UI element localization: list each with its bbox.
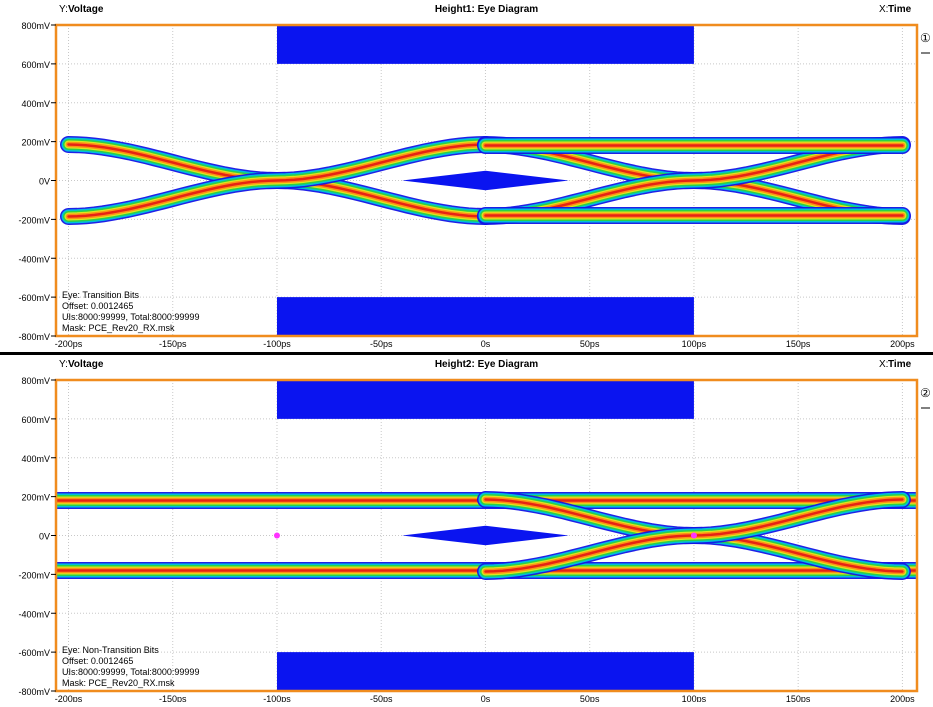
- mask-bottom: [276, 652, 694, 691]
- y-tick-label: 0V: [39, 177, 50, 187]
- info-line: Mask: PCE_Rev20_RX.msk: [62, 678, 175, 688]
- y-tick-label: -600mV: [18, 648, 50, 658]
- eye-trace-0: [67, 143, 487, 218]
- y-tick-label: 600mV: [21, 415, 50, 425]
- panel-separator: [0, 352, 933, 355]
- x-tick-label: -150ps: [159, 339, 187, 349]
- y-axis-prefix: Y:: [59, 4, 68, 15]
- x-tick-label: 50ps: [580, 339, 600, 349]
- y-tick-label: -400mV: [18, 254, 50, 264]
- x-axis-prefix: X:: [879, 359, 888, 370]
- x-tick-label: 50ps: [580, 694, 600, 702]
- x-tick-label: 150ps: [786, 694, 811, 702]
- mask-bottom: [276, 297, 694, 336]
- chart-title: Height1: Eye Diagram: [435, 4, 538, 15]
- x-tick-label: -150ps: [159, 694, 187, 702]
- y-axis-label: Voltage: [68, 359, 104, 370]
- y-tick-label: 800mV: [21, 376, 50, 386]
- x-tick-label: 100ps: [682, 694, 707, 702]
- x-axis-label: Time: [888, 4, 912, 15]
- eye-traces: [60, 136, 911, 225]
- info-line: Mask: PCE_Rev20_RX.msk: [62, 323, 175, 333]
- x-tick-label: 200ps: [890, 694, 915, 702]
- y-tick-label: 200mV: [21, 138, 50, 148]
- info-line: Offset: 0.0012465: [62, 656, 133, 666]
- marker-point: [690, 532, 697, 539]
- x-tick-label: 150ps: [786, 339, 811, 349]
- mask-top: [276, 25, 694, 64]
- info-line: Eye: Transition Bits: [62, 290, 140, 300]
- y-tick-label: -200mV: [18, 570, 50, 580]
- info-line: UIs:8000:99999, Total:8000:99999: [62, 667, 199, 677]
- y-tick-label: -400mV: [18, 609, 50, 619]
- mask-regions: [276, 380, 694, 691]
- x-tick-label: 100ps: [682, 339, 707, 349]
- marker-point: [273, 532, 280, 539]
- y-tick-label: 200mV: [21, 493, 50, 503]
- eye-panel-2: Y: Voltage Height2: Eye Diagram X: Time ② Eye:…: [18, 359, 931, 704]
- y-tick-label: 600mV: [21, 60, 50, 70]
- mask-regions: [276, 25, 694, 336]
- y-tick-label: 0V: [39, 532, 50, 542]
- y-tick-label: -600mV: [18, 293, 50, 303]
- chart-title: Height2: Eye Diagram: [435, 359, 538, 370]
- mask-top: [276, 380, 694, 419]
- y-tick-label: -800mV: [18, 332, 50, 342]
- x-tick-label: 0s: [481, 694, 491, 702]
- info-line: UIs:8000:99999, Total:8000:99999: [62, 312, 199, 322]
- x-tick-label: -200ps: [55, 339, 83, 349]
- channel-badge: ①: [920, 31, 931, 45]
- y-tick-label: -200mV: [18, 215, 50, 225]
- x-axis-label: Time: [888, 359, 912, 370]
- x-tick-label: -100ps: [263, 339, 291, 349]
- x-axis-prefix: X:: [879, 4, 888, 15]
- x-tick-label: 200ps: [890, 339, 915, 349]
- x-tick-label: -200ps: [55, 694, 83, 702]
- x-tick-label: 0s: [481, 339, 491, 349]
- y-tick-label: 400mV: [21, 454, 50, 464]
- eye-traces: [56, 491, 917, 580]
- mask-center-diamond: [402, 525, 569, 546]
- y-axis-label: Voltage: [68, 4, 104, 15]
- y-tick-label: 400mV: [21, 99, 50, 109]
- x-tick-label: -100ps: [263, 694, 291, 702]
- eye-panel-1: Y: Voltage Height1: Eye Diagram X: Time ① Eye:…: [18, 4, 930, 349]
- y-tick-label: -800mV: [18, 687, 50, 697]
- info-line: Offset: 0.0012465: [62, 301, 133, 311]
- info-line: Eye: Non-Transition Bits: [62, 645, 159, 655]
- y-axis-prefix: Y:: [59, 359, 68, 370]
- x-tick-label: -50ps: [370, 694, 393, 702]
- x-tick-label: -50ps: [370, 339, 393, 349]
- y-tick-label: 800mV: [21, 21, 50, 31]
- mask-center-diamond: [402, 170, 569, 191]
- channel-badge: ②: [920, 386, 931, 400]
